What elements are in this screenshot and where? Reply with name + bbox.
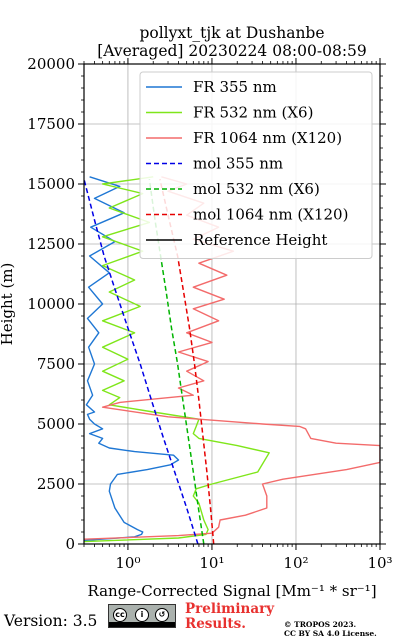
- chart-subtitle: [Averaged] 20230224 08:00-08:59: [97, 42, 367, 60]
- legend-box: [139, 71, 373, 259]
- legend-entry: FR 532 nm (X6): [193, 104, 313, 122]
- series-line-0: [84, 176, 180, 542]
- y-tick-label: 10000: [27, 295, 75, 313]
- legend-entry: mol 532 nm (X6): [193, 180, 320, 198]
- y-tick-label: 2500: [37, 475, 75, 493]
- x-tick-label: 10²: [283, 554, 308, 572]
- x-tick-label: 10¹: [199, 554, 224, 572]
- copyright-note: © TROPOS 2023. CC BY SA 4.0 License.: [284, 620, 377, 638]
- series-line-3: [84, 179, 199, 544]
- series-line-4: [148, 179, 205, 544]
- y-tick-label: 15000: [27, 175, 75, 193]
- badge-strip: [109, 622, 175, 627]
- preliminary-line1: Preliminary: [185, 601, 275, 617]
- legend-entry: FR 1064 nm (X120): [193, 129, 342, 147]
- y-tick-label: 12500: [27, 235, 75, 253]
- copyright-line2: CC BY SA 4.0 License.: [284, 629, 377, 638]
- series-line-5: [159, 179, 215, 544]
- legend-entry: FR 355 nm: [193, 78, 277, 96]
- by-icon: i: [135, 608, 149, 622]
- cc-icon: cc: [113, 608, 127, 622]
- x-tick-label: 10⁰: [115, 554, 140, 572]
- y-tick-label: 20000: [27, 55, 75, 73]
- legend-entry: mol 1064 nm (X120): [193, 206, 348, 224]
- y-tick-label: 0: [65, 535, 75, 553]
- cc-license-badge: cc i ↺: [108, 604, 176, 628]
- x-tick-label: 10³: [367, 554, 392, 572]
- preliminary-note: Preliminary Results.: [185, 602, 274, 631]
- preliminary-line2: Results.: [185, 615, 246, 632]
- ticks: 10⁰ 10¹ 10² 10³ 0 2500 5000 7500 10000 12500 15000…: [27, 55, 392, 572]
- y-tick-label: 7500: [37, 355, 75, 373]
- version-label: Version: 3.5: [4, 612, 98, 630]
- x-axis-label: Range-Corrected Signal [Mm⁻¹ * sr⁻¹]: [87, 582, 376, 600]
- legend-entry: mol 355 nm: [193, 155, 283, 173]
- y-tick-label: 5000: [37, 415, 75, 433]
- chart-figure: pollyxt_tjk at Dushanbe [Averaged] 20230…: [0, 24, 393, 600]
- y-axis-label: Height (m): [0, 263, 16, 346]
- sa-icon: ↺: [155, 608, 169, 622]
- legend: FR 355 nm FR 532 nm (X6) FR 1064 nm (X120)…: [139, 71, 373, 259]
- legend-entry: Reference Height: [193, 231, 327, 249]
- y-tick-label: 17500: [27, 115, 75, 133]
- chart-title: pollyxt_tjk at Dushanbe: [139, 24, 324, 42]
- copyright-line1: © TROPOS 2023.: [284, 620, 357, 629]
